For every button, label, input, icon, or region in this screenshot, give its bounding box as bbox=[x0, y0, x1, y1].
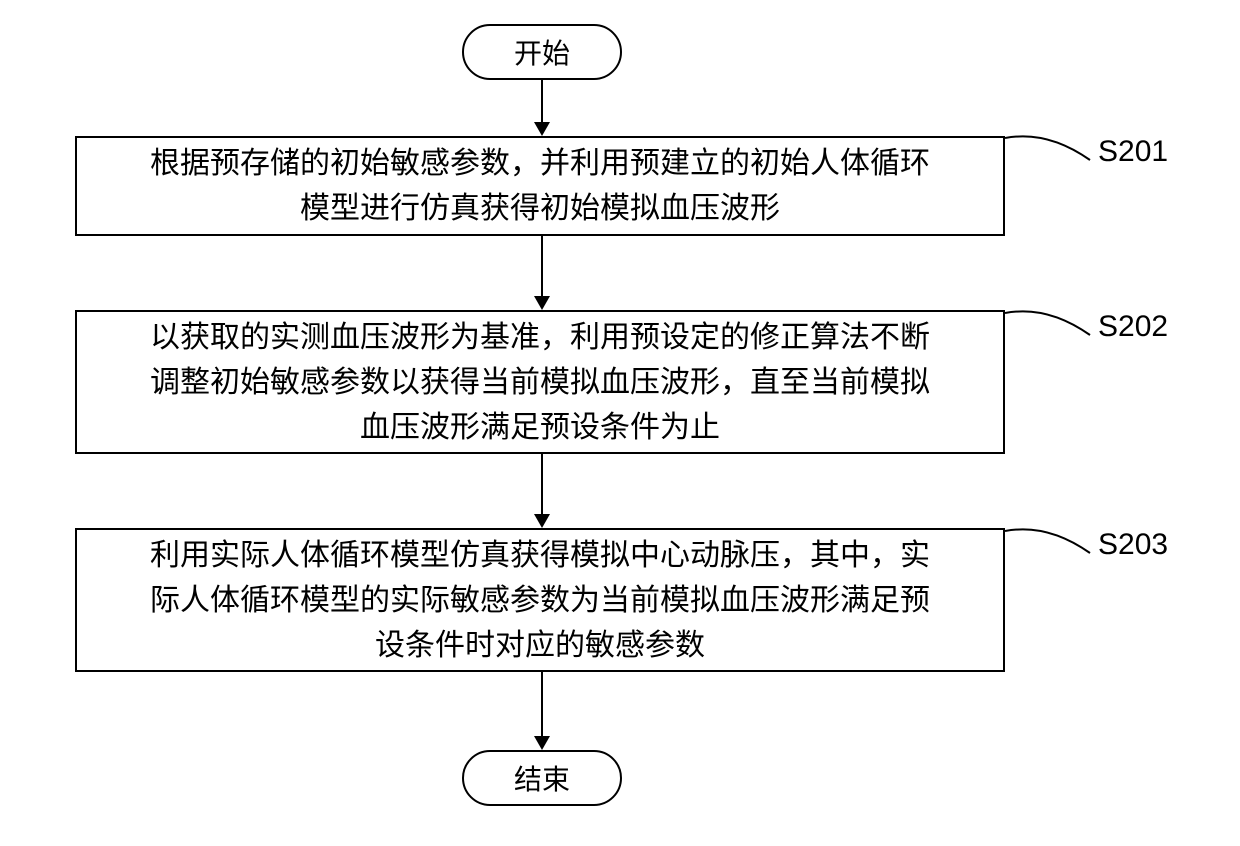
arrow-2-line bbox=[541, 236, 543, 296]
step1-text: 根据预存储的初始敏感参数，并利用预建立的初始人体循环 模型进行仿真获得初始模拟血… bbox=[150, 141, 930, 231]
label-s201-text: S201 bbox=[1098, 135, 1168, 168]
step2-line1: 以获取的实测血压波形为基准，利用预设定的修正算法不断 bbox=[150, 315, 930, 360]
step3-line2: 际人体循环模型的实际敏感参数为当前模拟血压波形满足预 bbox=[150, 578, 930, 623]
step2-line3: 血压波形满足预设条件为止 bbox=[150, 405, 930, 450]
step3-node: 利用实际人体循环模型仿真获得模拟中心动脉压，其中，实 际人体循环模型的实际敏感参… bbox=[75, 528, 1005, 672]
flowchart-container: 开始 根据预存储的初始敏感参数，并利用预建立的初始人体循环 模型进行仿真获得初始… bbox=[0, 0, 1240, 846]
label-s203: S203 bbox=[1098, 528, 1168, 562]
arrow-4-line bbox=[541, 672, 543, 736]
start-text: 开始 bbox=[514, 32, 570, 72]
step1-node: 根据预存储的初始敏感参数，并利用预建立的初始人体循环 模型进行仿真获得初始模拟血… bbox=[75, 136, 1005, 236]
label-s201: S201 bbox=[1098, 135, 1168, 169]
step3-text: 利用实际人体循环模型仿真获得模拟中心动脉压，其中，实 际人体循环模型的实际敏感参… bbox=[150, 533, 930, 668]
step3-line1: 利用实际人体循环模型仿真获得模拟中心动脉压，其中，实 bbox=[150, 533, 930, 578]
arrow-1-line bbox=[541, 80, 543, 122]
arrow-4-head bbox=[534, 736, 550, 750]
step2-node: 以获取的实测血压波形为基准，利用预设定的修正算法不断 调整初始敏感参数以获得当前… bbox=[75, 310, 1005, 454]
step1-line1: 根据预存储的初始敏感参数，并利用预建立的初始人体循环 bbox=[150, 141, 930, 186]
step1-line2: 模型进行仿真获得初始模拟血压波形 bbox=[150, 186, 930, 231]
end-node: 结束 bbox=[462, 750, 622, 806]
label-s202: S202 bbox=[1098, 310, 1168, 344]
label-s203-text: S203 bbox=[1098, 528, 1168, 561]
arrow-3-head bbox=[534, 514, 550, 528]
step2-line2: 调整初始敏感参数以获得当前模拟血压波形，直至当前模拟 bbox=[150, 360, 930, 405]
arrow-2-head bbox=[534, 296, 550, 310]
step2-text: 以获取的实测血压波形为基准，利用预设定的修正算法不断 调整初始敏感参数以获得当前… bbox=[150, 315, 930, 450]
step3-line3: 设条件时对应的敏感参数 bbox=[150, 623, 930, 668]
end-text: 结束 bbox=[514, 758, 570, 798]
arrow-1-head bbox=[534, 122, 550, 136]
start-node: 开始 bbox=[462, 24, 622, 80]
arrow-3-line bbox=[541, 454, 543, 514]
label-s202-text: S202 bbox=[1098, 310, 1168, 343]
